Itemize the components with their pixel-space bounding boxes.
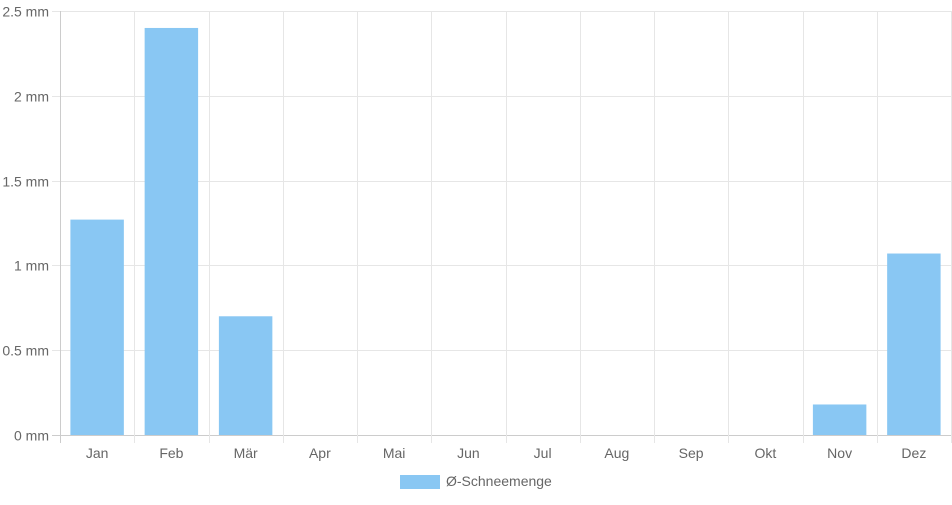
legend[interactable]: Ø-Schneemenge xyxy=(400,473,552,489)
bar-jan[interactable] xyxy=(70,219,124,435)
x-axis-ticks: Jan Feb Mär Apr Mai Jun Jul Aug Sep Okt Nov Dez xyxy=(86,445,926,461)
x-tick-label: Nov xyxy=(827,445,852,461)
bars xyxy=(70,27,941,436)
x-tick-label: Okt xyxy=(754,445,776,461)
x-tick-label: Jul xyxy=(534,445,552,461)
y-tick-label: 1 mm xyxy=(14,258,49,274)
x-tick-label: Dez xyxy=(901,445,926,461)
bar-feb[interactable] xyxy=(144,27,199,436)
x-tick-label: Mär xyxy=(234,445,258,461)
y-tick-label: 1.5 mm xyxy=(2,174,49,190)
legend-swatch xyxy=(400,475,440,489)
y-tick-label: 2 mm xyxy=(14,89,49,105)
x-tick-label: Jun xyxy=(457,445,480,461)
x-tick-label: Mai xyxy=(383,445,406,461)
legend-label: Ø-Schneemenge xyxy=(446,473,552,489)
bar-mär[interactable] xyxy=(218,316,273,435)
y-tick-label: 2.5 mm xyxy=(2,4,49,20)
y-tick-label: 0 mm xyxy=(14,428,49,444)
bar-nov[interactable] xyxy=(812,404,867,435)
x-tick-label: Apr xyxy=(309,445,331,461)
x-tick-label: Jan xyxy=(86,445,109,461)
bar-dez[interactable] xyxy=(887,253,941,435)
x-tick-label: Aug xyxy=(604,445,629,461)
y-axis-ticks: 0 mm 0.5 mm 1 mm 1.5 mm 2 mm 2.5 mm xyxy=(2,4,49,444)
x-tick-label: Feb xyxy=(159,445,183,461)
y-tick-label: 0.5 mm xyxy=(2,343,49,359)
grid xyxy=(52,11,952,443)
x-tick-label: Sep xyxy=(679,445,704,461)
